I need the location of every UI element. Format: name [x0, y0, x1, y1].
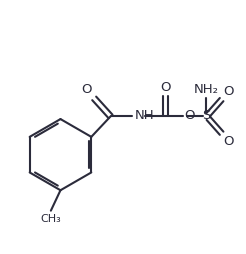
Text: CH₃: CH₃: [40, 214, 61, 224]
Text: O: O: [81, 84, 92, 97]
Text: O: O: [224, 85, 234, 98]
Text: O: O: [160, 81, 171, 93]
Text: O: O: [184, 109, 195, 122]
Text: O: O: [224, 135, 234, 148]
Text: NH₂: NH₂: [194, 83, 218, 96]
Text: NH: NH: [135, 109, 154, 122]
Text: S: S: [202, 109, 210, 122]
